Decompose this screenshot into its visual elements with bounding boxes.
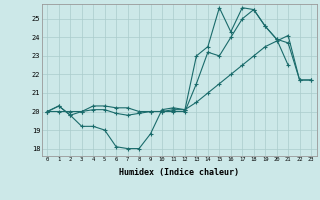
X-axis label: Humidex (Indice chaleur): Humidex (Indice chaleur) <box>119 168 239 177</box>
